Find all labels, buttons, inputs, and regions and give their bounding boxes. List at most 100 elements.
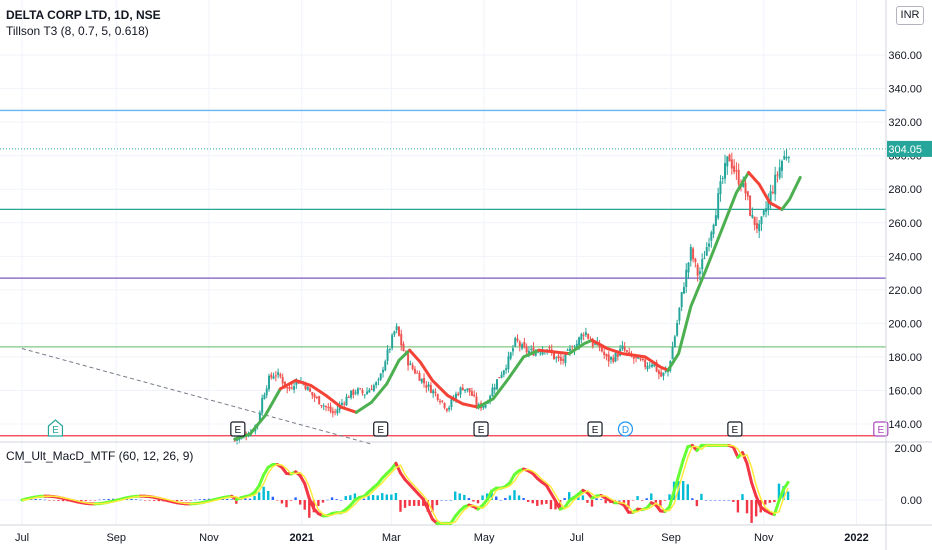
candle-body <box>309 388 312 392</box>
macd-histogram-bar <box>526 500 530 502</box>
macd-histogram-bar <box>89 500 92 501</box>
earnings-marker[interactable]: E <box>727 421 743 437</box>
candle-body <box>370 388 373 391</box>
earnings-marker[interactable]: E <box>473 421 489 437</box>
macd-histogram-bar <box>198 499 202 500</box>
candle-body <box>637 356 640 359</box>
candle-body <box>436 394 439 401</box>
tillson-legend[interactable]: Tillson T3 (8, 0.7, 5, 0.618) <box>6 24 149 38</box>
candle-body <box>641 358 644 360</box>
candle-body <box>575 343 578 350</box>
candle-body <box>265 388 268 396</box>
macd-histogram-bar <box>636 496 639 500</box>
candle-body <box>678 307 681 321</box>
candle-body <box>475 396 478 406</box>
candle-body <box>466 388 469 391</box>
candle-body <box>746 191 749 197</box>
candle-body <box>500 374 503 378</box>
macd-line-segment <box>745 462 754 485</box>
macd-histogram-bar <box>417 500 420 506</box>
symbol-title[interactable]: DELTA CORP LTD, 1D, NSE <box>6 8 161 22</box>
earnings-marker[interactable]: E <box>373 421 389 437</box>
macd-histogram-bar <box>709 500 712 501</box>
macd-histogram-bar <box>476 500 480 504</box>
candle-body <box>735 170 738 172</box>
candle-body <box>377 379 380 381</box>
macd-histogram-bar <box>408 500 411 506</box>
macd-histogram-bar <box>221 498 224 500</box>
macd-histogram-bar <box>768 500 772 503</box>
interval-label: 1D <box>114 8 130 22</box>
macd-histogram-bar <box>577 495 580 500</box>
candle-body <box>610 357 612 360</box>
macd-histogram-bar <box>257 492 261 500</box>
macd-line-segment <box>750 481 758 498</box>
price-axis[interactable]: 140.00 160.00 180.00 200.00 220.00 240.00 260.… <box>887 50 932 507</box>
candle-body <box>491 387 494 397</box>
macd-histogram-bar <box>558 500 562 510</box>
candle-body <box>397 326 400 336</box>
macd-histogram-bar <box>248 498 252 500</box>
time-tick-label: Jul <box>15 532 29 544</box>
candle-body <box>751 214 754 218</box>
macd-line-segment <box>681 445 690 462</box>
candle-body <box>423 378 426 384</box>
macd-histogram-bar <box>57 500 60 501</box>
candle-body <box>363 394 366 396</box>
time-tick-label: Nov <box>199 532 219 544</box>
macd-histogram-bar <box>34 498 37 500</box>
macd-histogram-bar <box>353 493 357 500</box>
candle-body <box>728 154 731 162</box>
candle-body <box>530 348 533 350</box>
dividend-marker[interactable]: D <box>617 421 634 437</box>
macd-histogram-bar <box>303 500 306 510</box>
candle-body <box>327 407 330 409</box>
macd-histogram-bar <box>43 499 46 501</box>
candle-body <box>274 375 277 377</box>
macd-histogram-bar <box>659 500 662 508</box>
macd-line-segment <box>394 461 402 475</box>
candle-body <box>493 387 496 390</box>
macd-line-segment <box>672 474 681 493</box>
candle-body <box>671 347 674 360</box>
candle-body <box>400 333 403 346</box>
marker-label: E <box>235 425 242 436</box>
macd-histogram-bar <box>98 499 101 501</box>
macd-histogram-bar <box>267 490 270 500</box>
macd-histogram-bar <box>107 498 110 500</box>
candle-body <box>268 375 270 390</box>
macd-histogram-bar <box>517 495 521 500</box>
candle-body <box>482 406 485 408</box>
macd-line-segment <box>426 507 434 521</box>
last-price-label: 304.05 <box>888 144 922 156</box>
macd-histogram-bar <box>540 500 544 505</box>
macd-histogram-bar <box>153 500 156 501</box>
candle-body <box>425 385 428 388</box>
price-tick-label: 260.00 <box>888 218 922 230</box>
macd-histogram-bar <box>381 493 384 500</box>
earnings-marker[interactable]: E <box>230 421 246 437</box>
macd-legend[interactable]: CM_Ult_MacD_MTF (60, 12, 26, 9) <box>6 449 194 463</box>
candle-body <box>548 347 551 349</box>
macd-histogram-bar <box>622 500 626 503</box>
time-axis[interactable]: Jul Sep Nov 2021 Mar May Jul Sep Nov 2022 <box>15 532 869 544</box>
macd-histogram-bar <box>175 500 179 502</box>
candle-body <box>753 216 756 226</box>
macd-histogram-bar <box>686 484 689 500</box>
candle-body <box>582 334 585 336</box>
currency-badge[interactable]: INR <box>896 6 924 25</box>
candle-body <box>646 366 649 370</box>
macd-histogram-bar <box>130 498 133 500</box>
marker-shape <box>727 421 743 437</box>
price-tick-label: 160.00 <box>888 385 922 397</box>
macd-histogram-bar <box>604 500 607 504</box>
earnings-marker[interactable]: E <box>47 419 64 437</box>
candle-body <box>498 377 501 379</box>
candle-body <box>325 405 327 408</box>
earnings-marker[interactable]: E <box>587 421 603 437</box>
earnings-marker[interactable]: E <box>873 421 889 437</box>
t3-segment <box>590 338 670 372</box>
macd-histogram-bar <box>308 500 311 518</box>
